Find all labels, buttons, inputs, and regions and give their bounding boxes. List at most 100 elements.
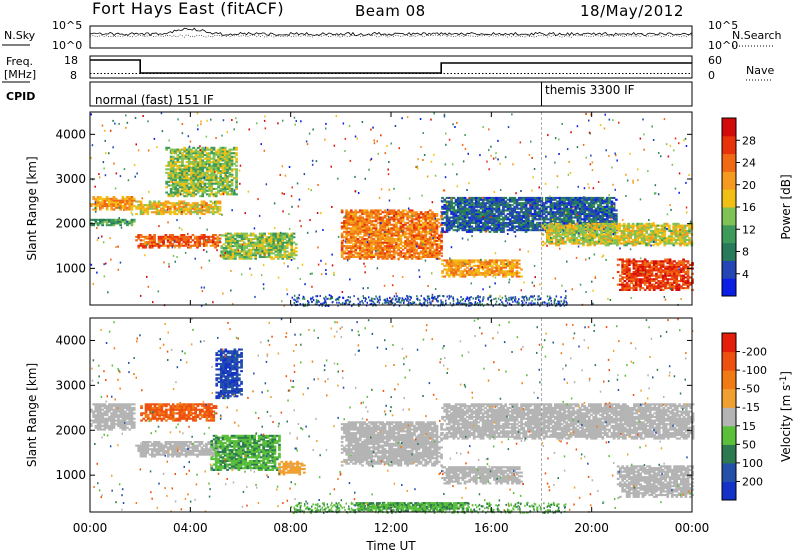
power-panel-cell (410, 211, 414, 214)
power-panel-cell (379, 218, 382, 221)
power-panel-cell (547, 213, 550, 216)
power-panel-cell (181, 173, 184, 176)
power-panel-cell (263, 241, 266, 244)
power-panel-cell (345, 238, 348, 241)
power-panel-cell (531, 218, 535, 221)
power-panel-cell (413, 213, 416, 216)
power-panel-cell (276, 248, 280, 251)
power-panel-cell (454, 198, 458, 201)
power-panel-cell (542, 204, 546, 207)
power-panel-cell (447, 229, 451, 232)
power-panel-cell (661, 226, 664, 229)
power-panel-cell (226, 152, 229, 155)
power-panel-cell (466, 263, 469, 266)
power-panel-cell (629, 231, 633, 234)
power-panel-cell (515, 221, 519, 224)
power-panel-cell (379, 252, 382, 255)
power-panel-cell (210, 179, 214, 182)
power-panel-cell (157, 237, 161, 240)
power-panel-cell (108, 204, 111, 207)
power-panel-cell (484, 196, 487, 199)
power-panel-cell (424, 250, 428, 253)
power-panel-cell (551, 213, 555, 216)
power-panel-cell (367, 214, 371, 217)
power-panel-cell (426, 214, 430, 217)
power-panel-cell (443, 275, 447, 278)
power-panel-cell (214, 175, 218, 178)
power-panel-cell (506, 261, 510, 264)
power-panel-cell (565, 207, 568, 210)
power-panel-cell (406, 221, 409, 224)
power-panel-cell (599, 211, 602, 214)
power-panel-cell (283, 236, 287, 239)
power-panel-cell (461, 200, 465, 203)
power-panel-cell (422, 223, 425, 226)
power-panel-cell (557, 235, 560, 238)
power-panel-cell (435, 213, 439, 216)
power-panel-cell (178, 173, 182, 176)
power-panel-cell (554, 204, 557, 207)
power-panel-cell (581, 198, 584, 201)
power-panel-cell (531, 216, 535, 219)
power-panel-cell (597, 237, 601, 240)
power-panel-cell (200, 202, 204, 205)
power-panel-cell (450, 200, 453, 203)
power-panel-cell (443, 259, 447, 262)
power-panel-cell (582, 222, 585, 225)
power-panel-cell (513, 207, 517, 210)
power-panel-cell (146, 207, 150, 210)
power-panel-cell (686, 224, 689, 227)
power-panel-cell (178, 241, 181, 244)
power-panel-cell (612, 214, 616, 217)
power-panel-cell (422, 246, 425, 249)
power-panel-cell (243, 248, 246, 251)
power-panel-cell (276, 238, 280, 241)
power-panel-cell (481, 223, 485, 226)
power-panel-cell (190, 155, 193, 158)
power-panel-cell (167, 164, 171, 167)
power-panel-cell (470, 213, 474, 216)
power-panel-cell (502, 221, 505, 224)
power-panel-cell (527, 221, 530, 224)
power-panel-cell (506, 225, 510, 228)
power-panel-cell (457, 266, 460, 269)
power-panel-cell (94, 222, 98, 225)
power-panel-cell (461, 229, 465, 232)
power-panel-cell (599, 209, 602, 212)
power-panel-cell (381, 252, 385, 255)
power-panel-cell (524, 198, 528, 201)
power-panel-cell (404, 232, 407, 235)
power-panel-cell (404, 230, 407, 233)
power-panel-cell (361, 250, 364, 253)
power-panel-cell (529, 207, 532, 210)
power-panel-cell (592, 216, 596, 219)
power-panel-cell (555, 231, 558, 234)
power-panel-cell (174, 148, 177, 151)
power-panel-cell (349, 239, 353, 242)
power-panel-cell (119, 203, 122, 206)
power-panel-cell (345, 211, 348, 214)
power-panel-cell (454, 225, 458, 228)
power-panel-cell (196, 244, 199, 247)
power-panel-cell (672, 222, 676, 225)
power-panel-cell (245, 252, 248, 255)
power-panel-cell (249, 248, 253, 251)
power-panel-cell (198, 239, 202, 242)
power-panel-cell (290, 248, 294, 251)
power-panel-cell (513, 227, 517, 230)
power-panel-cell (190, 161, 193, 164)
power-panel-cell (363, 234, 367, 237)
power-panel-cell (422, 252, 425, 255)
power-panel-cell (379, 220, 382, 223)
power-panel-cell (199, 171, 202, 174)
power-panel-cell (410, 221, 414, 224)
power-panel-cell (422, 218, 425, 221)
power-panel-cell (481, 202, 485, 205)
power-panel-cell (191, 211, 195, 214)
power-panel-cell (151, 241, 154, 244)
power-panel-cell (235, 179, 238, 182)
power-panel-cell (565, 202, 568, 205)
power-panel-cell (452, 270, 456, 273)
power-panel-cell (538, 204, 541, 207)
power-panel-cell (570, 228, 574, 231)
